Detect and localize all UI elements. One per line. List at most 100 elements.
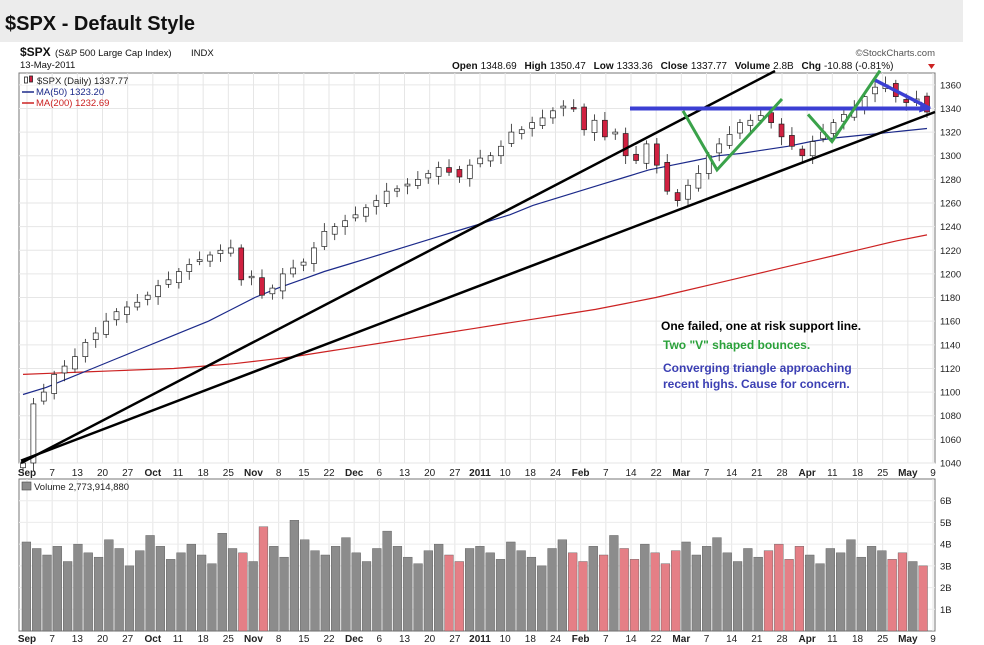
candle-down	[259, 277, 265, 296]
volume-bar	[516, 550, 526, 632]
legend-candle-up-icon	[24, 76, 28, 84]
volume-bar	[557, 539, 567, 632]
candle-up	[809, 141, 816, 157]
volume-value: 2.8B	[773, 61, 794, 72]
close-label: Close	[661, 61, 689, 72]
v-bounce-1	[681, 97, 784, 173]
y-tick-label: 1100	[940, 388, 960, 399]
x-tick-label: 9	[930, 468, 936, 479]
x-tick-label: 14	[625, 634, 637, 645]
y-tick-label: 1360	[940, 80, 961, 91]
volume-bar	[805, 554, 815, 632]
x-tick-label: 7	[704, 634, 710, 645]
low-value: 1333.36	[617, 61, 654, 72]
x-tick-label: 27	[449, 634, 461, 645]
candle-down	[622, 133, 629, 157]
volume-bar	[413, 563, 423, 632]
x-tick-label: Feb	[572, 468, 590, 479]
volume-bar	[732, 561, 743, 632]
y-tick-label: 1240	[940, 222, 961, 233]
candle-down	[799, 148, 806, 157]
x-tick-label: Dec	[345, 634, 364, 645]
x-tick-label: 18	[198, 468, 210, 479]
x-tick-label: Feb	[572, 634, 590, 645]
volume-bar	[877, 550, 887, 632]
candles	[20, 76, 930, 474]
volume-bar	[135, 550, 145, 632]
x-tick-label: 18	[525, 468, 537, 479]
volume-bar	[897, 552, 908, 632]
volume-bar	[815, 563, 825, 632]
chart-symbol: $SPX	[20, 45, 51, 59]
volume-bar	[145, 535, 155, 632]
volume-bar	[712, 537, 722, 632]
x-tick-label: 24	[550, 634, 562, 645]
volume-bar	[836, 552, 846, 632]
x-tick-label: May	[898, 468, 918, 479]
x-tick-label: 7	[603, 468, 609, 479]
candle-up	[103, 320, 109, 335]
v-bounce-2	[806, 69, 882, 144]
legend-ma200: MA(200) 1232.69	[36, 98, 109, 109]
x-tick-label: 7	[49, 468, 55, 479]
candle-up	[591, 119, 598, 133]
volume-bar	[794, 546, 805, 632]
volume-bar	[495, 559, 506, 632]
x-tick-label: 24	[550, 468, 562, 479]
candle-up	[518, 129, 525, 134]
volume-bar	[485, 552, 495, 632]
candle-up	[40, 391, 47, 402]
x-tick-label: 6	[377, 468, 383, 479]
volume-bar	[547, 548, 557, 632]
x-tick-label: 8	[276, 468, 282, 479]
x-tick-label: 13	[399, 468, 411, 479]
x-tick-label: 25	[877, 468, 889, 479]
x-tick-label: 28	[776, 634, 788, 645]
volume-bar	[423, 550, 433, 632]
legend-candle-down-icon	[29, 75, 33, 83]
volume-bar	[52, 546, 62, 632]
candle-up	[404, 183, 411, 187]
candle-up	[279, 273, 286, 292]
volume-tick-label: 4B	[940, 540, 952, 551]
volume-bar	[650, 552, 660, 632]
candle-up	[508, 131, 515, 144]
failed-support-line	[20, 69, 776, 465]
candle-up	[113, 311, 120, 321]
candle-up	[331, 226, 338, 235]
x-tick-label: 27	[122, 468, 134, 479]
x-tick-label: 13	[72, 634, 84, 645]
volume-bar	[300, 539, 310, 632]
x-tick-label: Sep	[18, 634, 36, 645]
volume-bar	[351, 552, 361, 632]
x-tick-label: 27	[449, 468, 461, 479]
volume-bar	[475, 546, 485, 632]
x-tick-label: 25	[223, 468, 235, 479]
x-tick-label: Apr	[799, 468, 816, 479]
volume-bar	[763, 550, 774, 632]
annotation-triangle-2: recent highs. Cause for concern.	[663, 377, 850, 391]
y-tick-label: 1120	[940, 364, 960, 375]
candle-up	[498, 145, 504, 157]
triangle-arrow-icon	[919, 101, 931, 113]
volume-bar	[918, 565, 928, 632]
volume-bar	[598, 554, 609, 632]
x-tick-label: 18	[198, 634, 210, 645]
candle-up	[695, 173, 702, 189]
x-tick-label: 14	[726, 634, 738, 645]
candle-up	[830, 122, 837, 134]
volume-tick-label: 6B	[940, 496, 952, 507]
x-tick-label: 13	[72, 468, 84, 479]
volume-bar	[722, 552, 732, 632]
y-tick-label: 1200	[940, 269, 961, 280]
volume-bar	[506, 541, 516, 632]
volume-bar	[774, 543, 784, 632]
volume-bar	[124, 565, 135, 632]
legend-price: $SPX (Daily) 1337.77	[37, 76, 128, 87]
volume-bar	[743, 548, 753, 632]
x-tick-label: 22	[323, 634, 335, 645]
volume-bar	[866, 546, 877, 632]
candle-up	[685, 184, 691, 200]
candle-up	[269, 287, 276, 295]
y-tick-label: 1160	[940, 317, 960, 328]
